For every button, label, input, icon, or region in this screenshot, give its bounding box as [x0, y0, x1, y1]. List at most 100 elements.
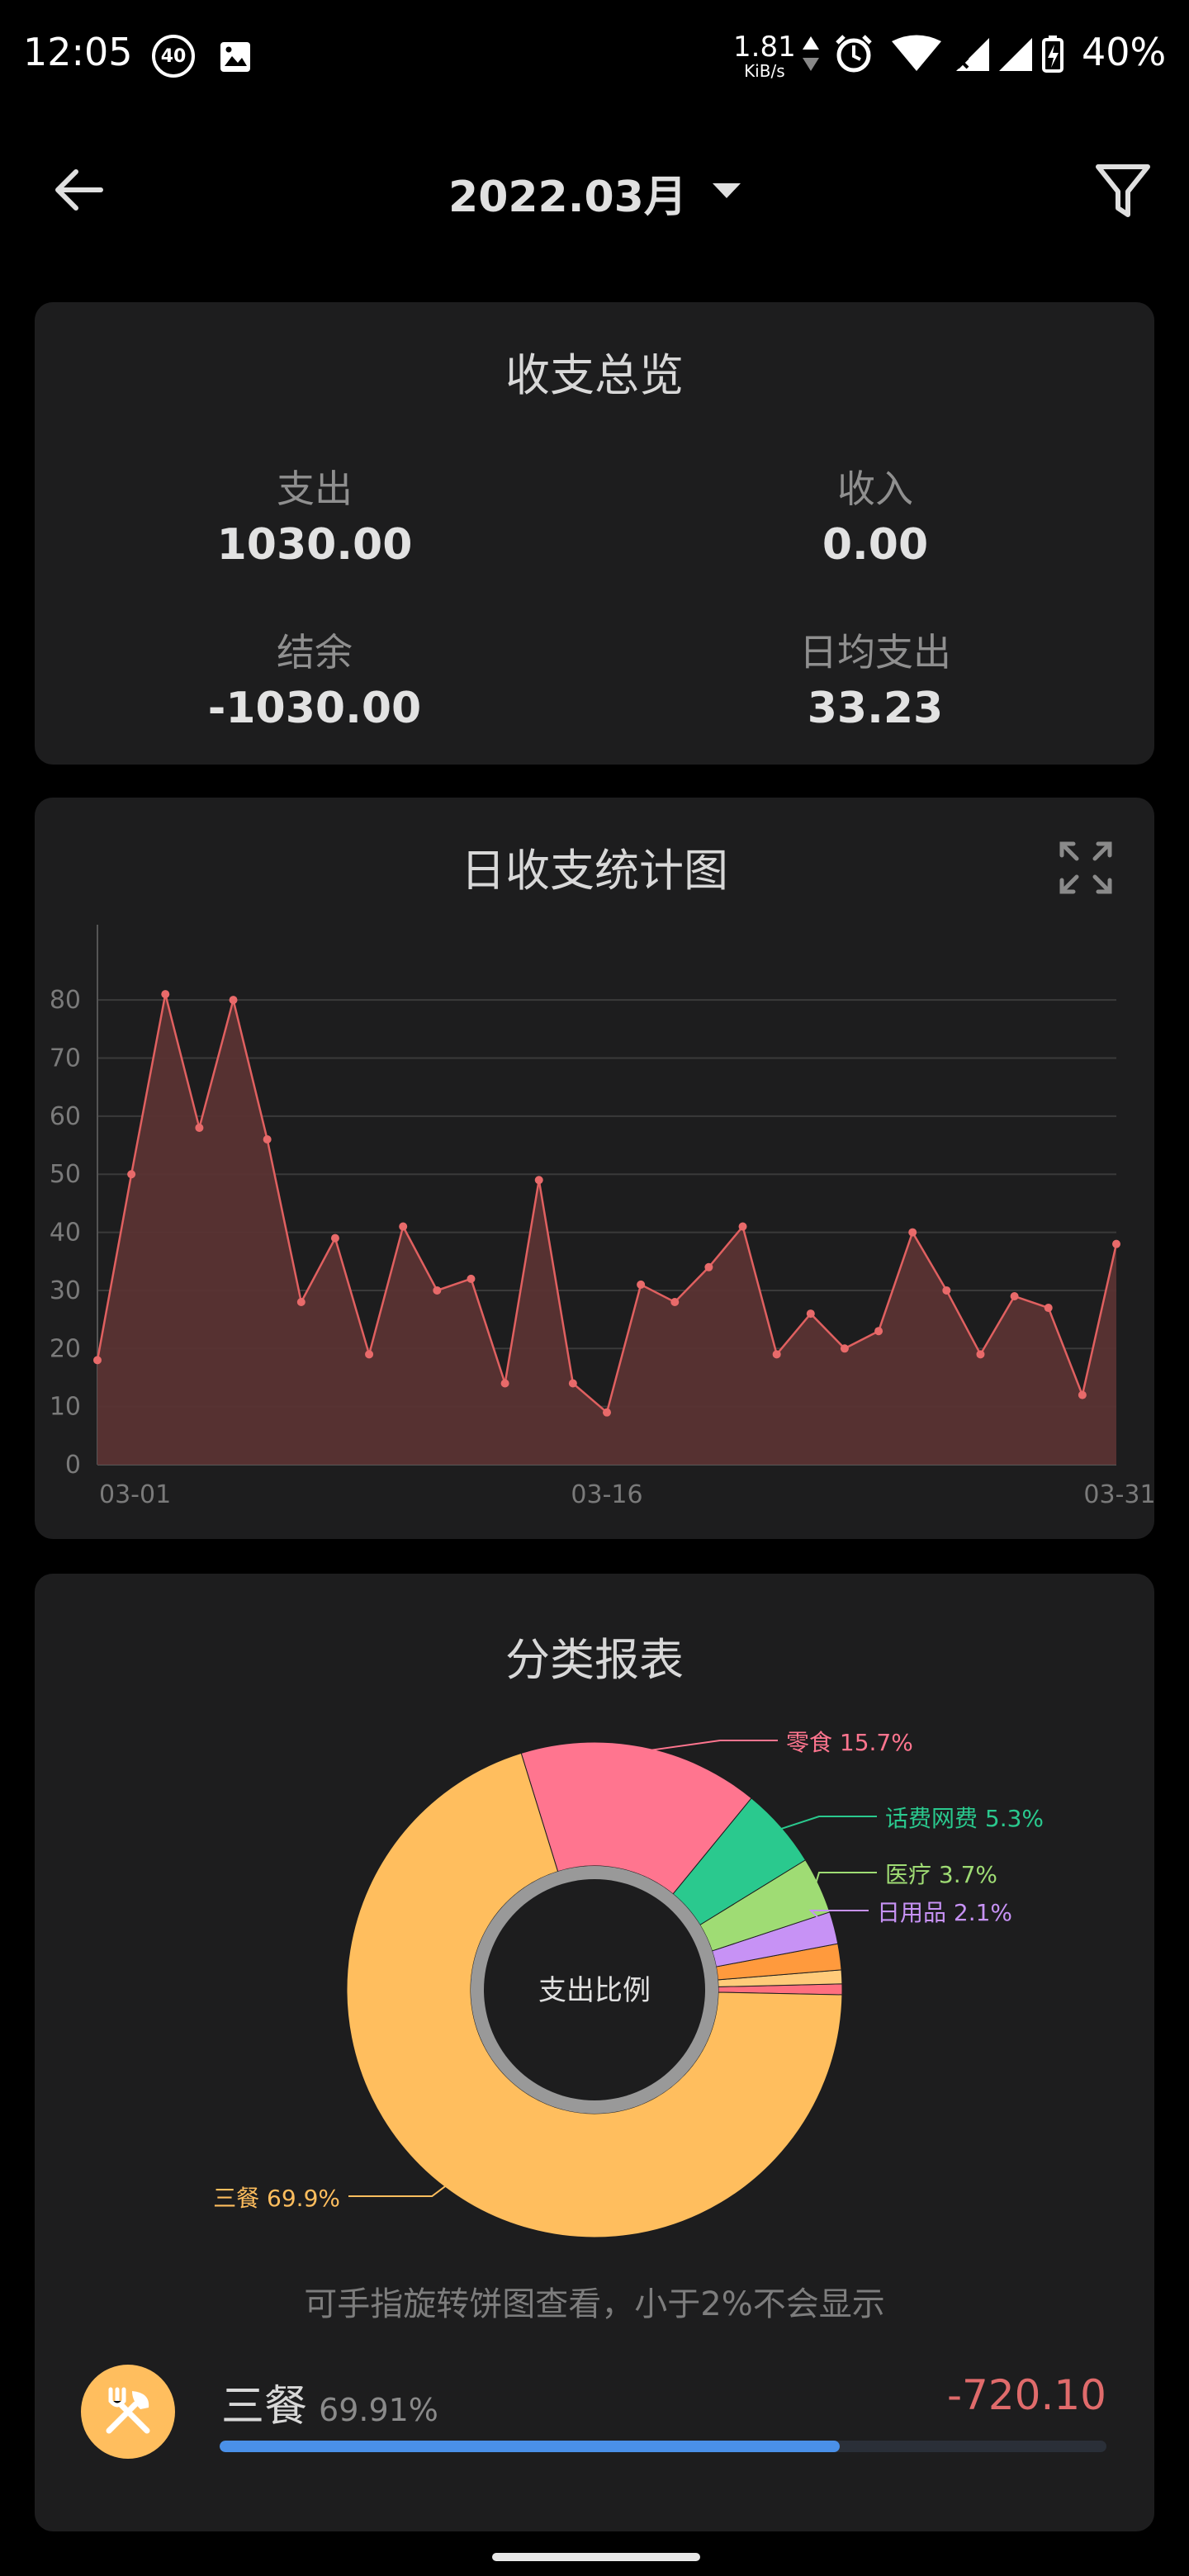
y-tick-label: 30	[50, 1276, 81, 1305]
status-icons	[834, 33, 1082, 78]
battery-percent: 40%	[1082, 30, 1167, 74]
x-tick-label: 03-16	[571, 1480, 642, 1509]
overview-card: 收支总览 支出 1030.00 收入 0.00 结余 -1030.00 日均支出…	[35, 302, 1154, 765]
month-selector[interactable]: 2022.03月	[0, 162, 1189, 224]
pie-hint: 可手指旋转饼图查看，小于2%不会显示	[304, 2285, 885, 2323]
filter-button[interactable]	[1090, 157, 1156, 223]
network-speed: 1.81 KiB/s	[733, 31, 796, 81]
category-row[interactable]: 三餐 69.91% -720.10	[35, 2365, 1154, 2497]
category-report-title: 分类报表	[505, 1634, 684, 1686]
x-tick-label: 03-01	[99, 1480, 171, 1509]
expense-value: 1030.00	[216, 520, 413, 570]
data-point	[1078, 1390, 1087, 1399]
y-tick-label: 40	[50, 1219, 81, 1248]
pie-label-text: 日用品 2.1%	[877, 1899, 1012, 1926]
data-point	[365, 1350, 374, 1359]
y-tick-label: 0	[65, 1451, 81, 1480]
data-point	[738, 1222, 747, 1231]
notification-badge: 40	[152, 35, 195, 78]
x-tick-label: 03-31	[1083, 1480, 1154, 1509]
fullscreen-icon	[1059, 841, 1112, 894]
balance-value: -1030.00	[207, 684, 422, 733]
y-tick-label: 80	[50, 986, 81, 1015]
daily-average-value: 33.23	[807, 684, 944, 733]
data-point	[330, 1234, 339, 1243]
pie-label: 零食 15.7%	[641, 1729, 913, 1756]
data-point	[1010, 1291, 1019, 1300]
gesture-nav-bar[interactable]	[492, 2553, 700, 2561]
category-progress-fill	[220, 2441, 840, 2452]
category-amount: -720.10	[947, 2371, 1106, 2419]
data-point	[670, 1298, 680, 1307]
caret-down-icon	[712, 182, 741, 203]
daily-chart-title: 日收支统计图	[461, 845, 728, 897]
battery-icon	[1042, 36, 1063, 73]
data-point	[161, 990, 170, 999]
daily-chart-card: 日收支统计图 0 10 20 30 40 50 60 70 80 03-01 03-16 03-31	[35, 798, 1154, 1539]
status-bar: 12:05 40 1.81 KiB/s 40%	[0, 0, 1189, 107]
category-name: 三餐 69.91%	[221, 2371, 438, 2433]
data-point	[263, 1135, 272, 1144]
data-point	[534, 1176, 543, 1185]
data-point	[229, 996, 238, 1005]
y-tick-label: 70	[50, 1044, 81, 1073]
data-point	[874, 1327, 883, 1336]
data-point	[195, 1123, 204, 1132]
y-tick-label: 20	[50, 1334, 81, 1363]
donut-hole	[484, 1879, 705, 2100]
pie-label: 日用品 2.1%	[808, 1899, 1012, 1930]
pie-label: 医疗 3.7%	[813, 1861, 997, 1888]
data-point	[637, 1280, 646, 1289]
data-point	[467, 1274, 476, 1283]
back-button[interactable]	[48, 157, 114, 223]
alarm-icon	[836, 35, 872, 73]
data-point	[1044, 1304, 1053, 1313]
y-tick-label: 50	[50, 1160, 81, 1189]
data-point	[942, 1286, 951, 1295]
data-point	[93, 1356, 102, 1365]
status-time: 12:05	[23, 30, 133, 74]
pie-label: 三餐 69.9%	[213, 2183, 449, 2212]
category-percent: 69.91%	[319, 2392, 438, 2428]
data-point	[500, 1379, 509, 1388]
data-point	[976, 1350, 985, 1359]
filter-icon	[1096, 164, 1150, 217]
gallery-icon	[218, 40, 253, 78]
pie-center-label: 支出比例	[538, 1974, 651, 2007]
balance-label: 结余	[277, 630, 353, 675]
data-point	[603, 1408, 611, 1417]
data-point	[568, 1379, 577, 1388]
data-point	[840, 1344, 849, 1353]
overview-title: 收支总览	[505, 349, 684, 401]
expand-button[interactable]	[1059, 841, 1113, 895]
signal-icon-2	[999, 38, 1032, 71]
y-tick-label: 10	[50, 1393, 81, 1422]
arrow-left-icon	[55, 169, 103, 211]
data-arrows-icon	[801, 35, 821, 76]
daily-line-chart: 0 10 20 30 40 50 60 70 80 03-01 03-16 03-31	[50, 925, 1154, 1509]
pie-label-text: 三餐 69.9%	[213, 2185, 340, 2212]
data-point	[772, 1350, 781, 1359]
data-point	[908, 1228, 917, 1237]
data-point	[127, 1170, 136, 1179]
pie-label-text: 医疗 3.7%	[885, 1861, 997, 1888]
series-area	[97, 994, 1116, 1465]
month-title: 2022.03月	[448, 173, 687, 222]
cutlery-icon	[81, 2365, 175, 2459]
wifi-icon	[892, 35, 941, 71]
data-point	[806, 1309, 815, 1319]
balance-stat: 结余 -1030.00	[108, 623, 521, 733]
app-header: 2022.03月	[0, 132, 1189, 239]
pie-label: 话费网费 5.3%	[777, 1805, 1044, 1832]
daily-average-label: 日均支出	[799, 630, 951, 675]
daily-average-stat: 日均支出 33.23	[669, 623, 1082, 733]
income-label: 收入	[837, 466, 913, 511]
data-point	[296, 1298, 306, 1307]
data-point	[399, 1222, 408, 1231]
pie-label-text: 话费网费 5.3%	[885, 1805, 1044, 1832]
category-progress-bar	[220, 2441, 1106, 2452]
y-tick-label: 60	[50, 1102, 81, 1131]
income-value: 0.00	[822, 520, 929, 570]
data-point	[433, 1286, 442, 1295]
